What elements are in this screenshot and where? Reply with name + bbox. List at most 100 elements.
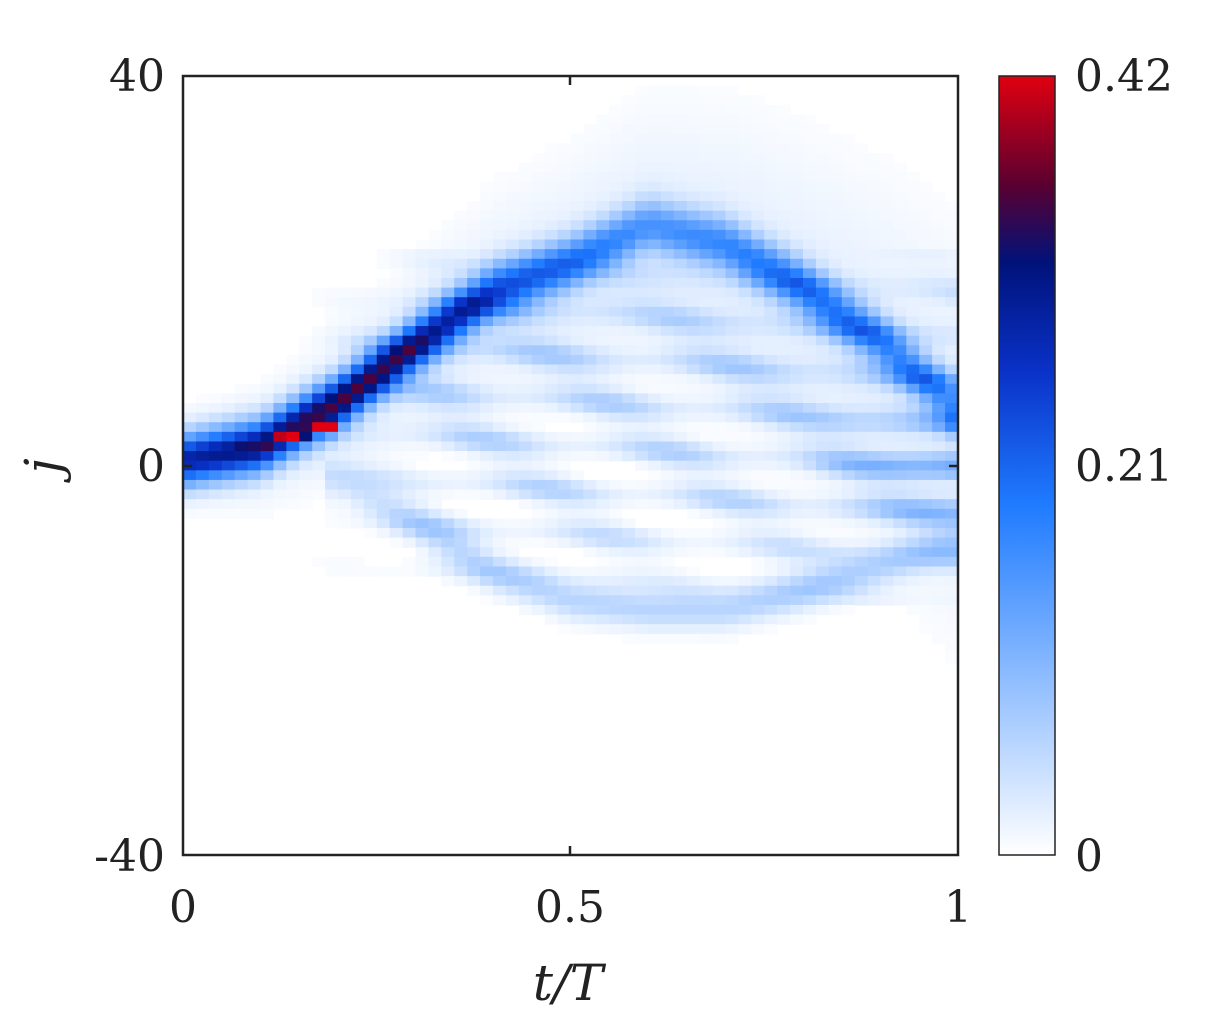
heatmap-cell	[867, 229, 882, 241]
heatmap-cell	[583, 287, 597, 298]
heatmap-cell	[893, 383, 907, 394]
heatmap-cell	[906, 277, 920, 289]
heatmap-cell	[480, 422, 494, 433]
heatmap-cell	[828, 528, 843, 539]
heatmap-cell	[906, 354, 920, 366]
heatmap-cell	[725, 258, 740, 269]
heatmap-cell	[790, 499, 804, 510]
heatmap-cell	[428, 508, 442, 519]
heatmap-cell	[893, 364, 907, 375]
heatmap-cell	[660, 566, 675, 577]
heatmap-cell	[854, 326, 869, 337]
heatmap-cell	[880, 268, 895, 279]
heatmap-cell	[893, 595, 907, 606]
heatmap-cell	[945, 210, 958, 221]
heatmap-cell	[518, 518, 533, 529]
heatmap-cell	[596, 614, 610, 625]
heatmap-cell	[505, 374, 520, 385]
heatmap-cell	[570, 287, 585, 298]
heatmap-cell	[945, 374, 958, 385]
heatmap-cell	[880, 460, 895, 471]
heatmap-cell	[919, 181, 933, 193]
heatmap-cell	[363, 460, 378, 471]
heatmap-cell	[764, 528, 778, 539]
heatmap-cell	[738, 258, 752, 269]
heatmap-cell	[325, 412, 339, 423]
heatmap-cell	[402, 249, 417, 260]
heatmap-cell	[867, 431, 882, 443]
heatmap-cell	[635, 479, 649, 491]
heatmap-cell	[467, 326, 481, 337]
heatmap-cell	[635, 133, 649, 144]
heatmap-cell	[518, 229, 533, 241]
heatmap-cell	[544, 249, 559, 260]
heatmap-cell	[260, 508, 275, 519]
heatmap-cell	[815, 556, 830, 568]
heatmap-cell	[751, 537, 765, 548]
heatmap-cell	[764, 172, 778, 183]
heatmap-cell	[505, 297, 520, 308]
heatmap-cell	[712, 326, 727, 337]
heatmap-cell	[712, 441, 727, 452]
heatmap-cell	[557, 229, 572, 241]
heatmap-cell	[854, 239, 869, 250]
heatmap-cell	[932, 364, 946, 375]
heatmap-cell	[751, 143, 765, 154]
heatmap-cell	[493, 258, 507, 269]
heatmap-cell	[686, 181, 701, 193]
heatmap-cell	[854, 287, 869, 298]
heatmap-cell	[518, 287, 533, 298]
heatmap-cell	[673, 633, 688, 645]
heatmap-cell	[764, 258, 778, 269]
heatmap-cell	[880, 172, 895, 183]
heatmap-cell	[919, 220, 933, 231]
heatmap-cell	[531, 306, 546, 318]
heatmap-cell	[208, 402, 223, 414]
heatmap-cell	[648, 624, 662, 635]
heatmap-cell	[660, 210, 675, 221]
heatmap-cell	[363, 374, 378, 385]
heatmap-cell	[751, 354, 765, 366]
heatmap-cell	[441, 402, 455, 414]
heatmap-cell	[673, 441, 688, 452]
heatmap-cell	[751, 460, 765, 471]
heatmap-cell	[518, 576, 533, 587]
heatmap-cell	[815, 441, 830, 452]
heatmap-cell	[803, 354, 817, 366]
heatmap-cell	[389, 431, 404, 443]
heatmap-cell	[686, 114, 701, 125]
heatmap-cell	[518, 489, 533, 500]
heatmap-cell	[893, 354, 907, 366]
heatmap-cell	[635, 210, 649, 221]
heatmap-cell	[803, 249, 817, 260]
heatmap-cell	[260, 479, 275, 491]
heatmap-cell	[712, 114, 727, 125]
heatmap-cell	[441, 422, 455, 433]
heatmap-cell	[635, 104, 649, 116]
heatmap-cell	[454, 229, 468, 241]
heatmap-cell	[557, 326, 572, 337]
heatmap-cell	[880, 566, 895, 577]
heatmap-cell	[906, 537, 920, 548]
heatmap-cell	[480, 364, 494, 375]
heatmap-cell	[428, 306, 442, 318]
heatmap-cell	[725, 479, 740, 491]
heatmap-cell	[376, 354, 391, 366]
heatmap-cell	[531, 479, 546, 491]
heatmap-cell	[712, 162, 727, 173]
heatmap-cell	[350, 422, 365, 433]
heatmap-cell	[699, 451, 714, 462]
heatmap-cell	[350, 441, 365, 452]
heatmap-cell	[622, 258, 636, 269]
heatmap-cell	[480, 326, 494, 337]
heatmap-cell	[247, 499, 262, 510]
heatmap-cell	[312, 335, 326, 346]
heatmap-cell	[919, 316, 933, 327]
heatmap-cell	[609, 489, 623, 500]
heatmap-cell	[454, 345, 468, 356]
heatmap-cell	[415, 528, 430, 539]
heatmap-cell	[635, 547, 649, 558]
heatmap-cell	[557, 624, 572, 635]
heatmap-cell	[919, 479, 933, 491]
heatmap-cell	[505, 518, 520, 529]
